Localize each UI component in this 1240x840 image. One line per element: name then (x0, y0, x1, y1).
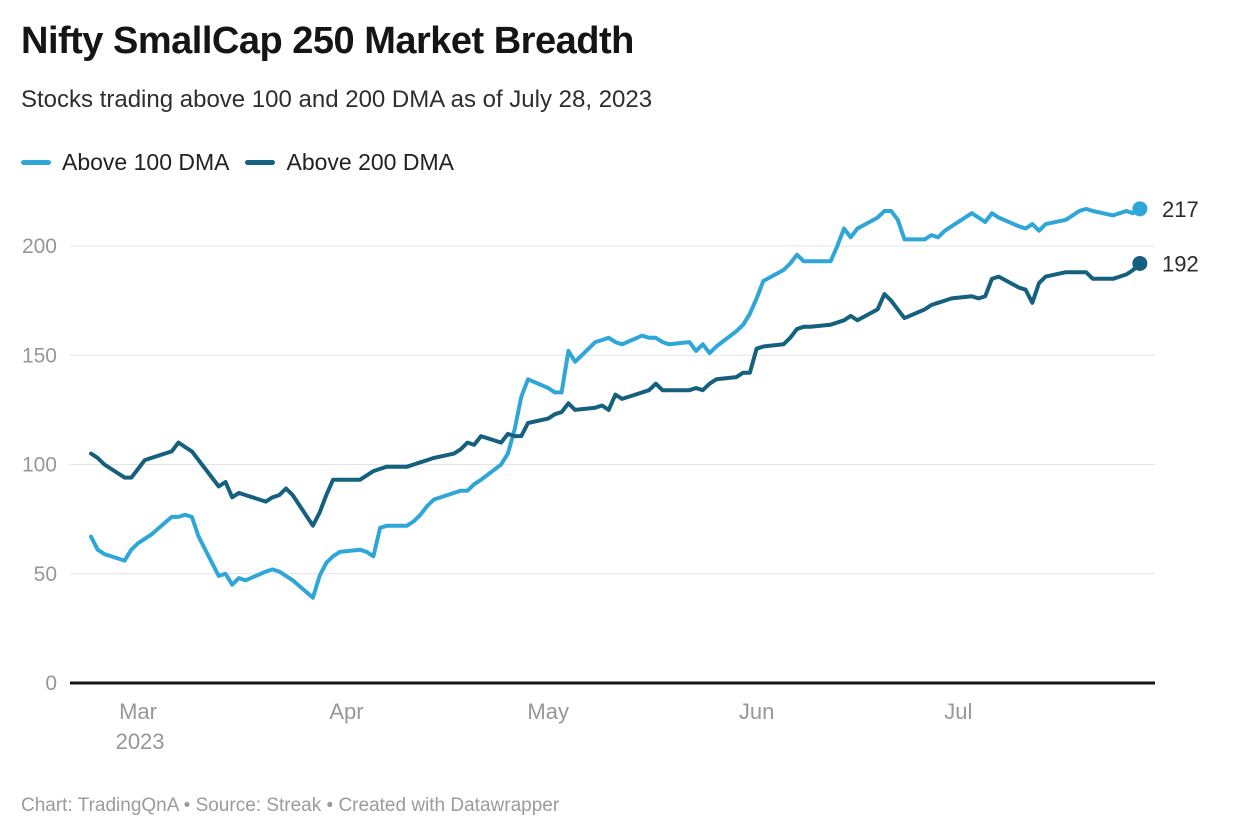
series-line-above-200-dma (89, 261, 1142, 528)
y-axis-label-100: 100 (22, 454, 57, 477)
y-axis-label-50: 50 (34, 563, 57, 586)
page-title: Nifty SmallCap 250 Market Breadth (21, 20, 634, 62)
chart-subtitle: Stocks trading above 100 and 200 DMA as … (21, 86, 653, 113)
end-value-label-above-200-dma: 192 (1162, 251, 1199, 276)
x-axis-label-jun: Jun (739, 699, 774, 724)
y-axis-label-200: 200 (22, 235, 57, 258)
x-axis-label-jul: Jul (944, 699, 972, 724)
end-dot-above-100-dma (1132, 201, 1148, 217)
legend: Above 100 DMA Above 200 DMA (21, 149, 454, 176)
x-axis-label-apr: Apr (329, 699, 363, 724)
end-dot-above-200-dma (1132, 255, 1148, 271)
y-axis-label-150: 150 (22, 344, 57, 367)
legend-item-above-100-dma: Above 100 DMA (21, 149, 229, 176)
x-axis-label-may: May (527, 699, 569, 724)
legend-label-above-200-dma: Above 200 DMA (286, 149, 454, 175)
attribution-footer: Chart: TradingQnA • Source: Streak • Cre… (21, 795, 560, 816)
y-axis-label-0: 0 (45, 672, 57, 695)
legend-label-above-100-dma: Above 100 DMA (62, 149, 230, 175)
x-axis-label-mar: Mar (119, 699, 157, 724)
legend-swatch-above-200-dma (245, 160, 276, 165)
series-line-above-100-dma (89, 206, 1142, 600)
legend-item-above-200-dma: Above 200 DMA (245, 149, 454, 176)
x-axis-year-label: 2023 (116, 729, 165, 754)
legend-swatch-above-100-dma (21, 160, 51, 165)
end-value-label-above-100-dma: 217 (1162, 197, 1199, 222)
